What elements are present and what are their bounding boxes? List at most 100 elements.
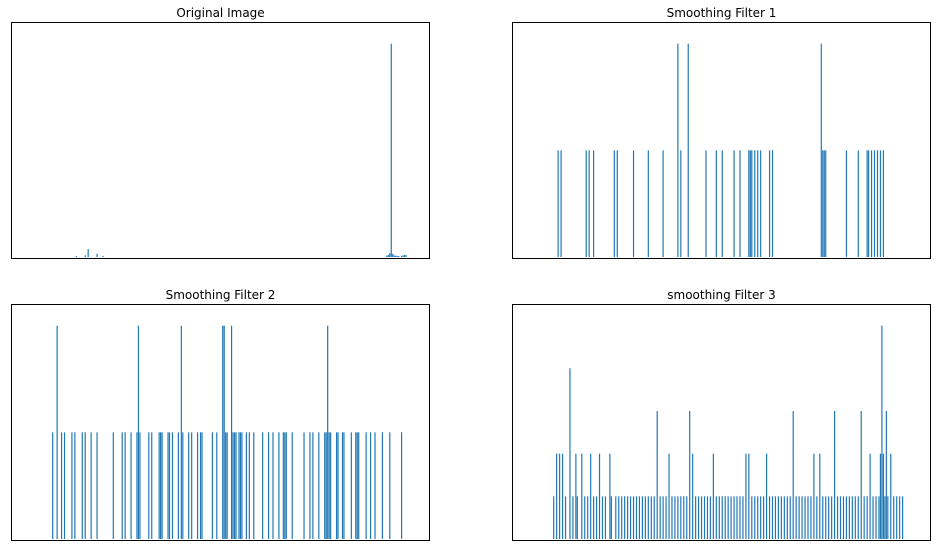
histogram-bar [576, 496, 578, 539]
histogram-bar [593, 496, 595, 539]
histogram-bar [387, 254, 389, 257]
bar-chart-svg [557, 43, 884, 257]
histogram-bar [783, 496, 785, 539]
histogram-bar [820, 43, 822, 257]
histogram-bar [715, 496, 717, 539]
histogram-bar [757, 150, 759, 257]
histogram-bar [857, 496, 859, 539]
histogram-bar [284, 432, 286, 539]
histogram-bar [553, 496, 555, 539]
histogram-bar [365, 432, 367, 539]
histogram-bar [56, 325, 58, 539]
histogram-bar [879, 150, 882, 257]
histogram-bar [356, 432, 358, 539]
histogram-bar [641, 496, 643, 539]
histogram-bar [584, 496, 586, 539]
histogram-bar [656, 411, 658, 539]
histogram-bar [868, 150, 870, 257]
histogram-bar [587, 496, 589, 539]
histogram-bar [870, 150, 873, 257]
histogram-bar [392, 253, 394, 257]
histogram-bar [733, 150, 735, 257]
histogram-bar [816, 496, 818, 539]
histogram-bar [842, 496, 845, 539]
histogram-bar [680, 496, 682, 539]
histogram-bar [248, 432, 250, 539]
histogram-bar [160, 432, 162, 539]
histogram-bar [84, 255, 86, 257]
histogram-bar [96, 432, 98, 539]
histogram-bar [851, 496, 853, 539]
histogram-bar [84, 432, 86, 539]
histogram-bar [689, 411, 691, 539]
histogram-bar [223, 325, 225, 539]
histogram-bar [561, 453, 564, 539]
histogram-bar [763, 496, 765, 539]
histogram-bar [241, 432, 243, 539]
histogram-bar [177, 432, 179, 539]
histogram-bar [90, 432, 92, 539]
histogram-bar [389, 253, 391, 257]
histogram-bar [866, 496, 868, 539]
histogram-bar [124, 432, 126, 539]
histogram-bar [742, 496, 744, 539]
histogram-bar [662, 150, 664, 257]
histogram-bar [355, 432, 357, 539]
histogram-bar [751, 150, 753, 257]
histogram-bar [121, 432, 123, 539]
histogram-bar [303, 432, 305, 539]
histogram-bar [780, 496, 782, 539]
histogram-bar [882, 150, 884, 257]
histogram-bar [683, 496, 685, 539]
histogram-bar [278, 432, 280, 539]
histogram-bar [890, 453, 892, 539]
histogram-bar [572, 496, 574, 539]
histogram-bar [233, 432, 236, 539]
histogram-bar [405, 255, 407, 257]
histogram-bar [601, 496, 604, 539]
histogram-bar [564, 496, 567, 539]
histogram-bar [879, 453, 882, 539]
histogram-bar [748, 150, 750, 257]
histogram-bar [71, 432, 73, 539]
histogram-bar [873, 150, 876, 257]
histogram-bar [188, 432, 190, 539]
histogram-bar [792, 411, 794, 539]
histogram-bar [402, 255, 404, 257]
histogram-bar [668, 453, 670, 539]
histogram-bar [235, 432, 237, 539]
histogram-bar [845, 150, 848, 257]
histogram-bar [262, 432, 264, 539]
histogram-bar [748, 453, 750, 539]
histogram-panel-original: Original Image [11, 0, 430, 260]
histogram-bar [581, 453, 583, 539]
histogram-bar [896, 496, 898, 539]
histogram-bar [615, 496, 617, 539]
histogram-bar [96, 253, 98, 257]
histogram-bar [875, 496, 877, 539]
histogram-bar [819, 453, 821, 539]
histogram-bar [395, 255, 397, 257]
histogram-bar [556, 453, 558, 539]
histogram-bar [616, 150, 618, 257]
plot-area [11, 22, 430, 259]
histogram-bar [618, 496, 620, 539]
histogram-bar [831, 496, 833, 539]
histogram-bar [638, 496, 641, 539]
histogram-bar [182, 432, 184, 539]
histogram-bar [613, 150, 615, 257]
histogram-bar [692, 453, 694, 539]
histogram-bar [674, 496, 676, 539]
plot-area [11, 304, 430, 541]
histogram-bar [102, 255, 104, 257]
histogram-bar [706, 496, 709, 539]
histogram-bar [401, 255, 403, 257]
histogram-bar [60, 432, 63, 539]
histogram-bar [328, 432, 330, 539]
histogram-panel-smoothing-filter-1: Smoothing Filter 1 [512, 0, 931, 260]
histogram-bar [231, 325, 233, 539]
histogram-bar [593, 150, 595, 257]
histogram-bar [650, 496, 652, 539]
histogram-bar [272, 432, 274, 539]
histogram-bar [768, 496, 771, 539]
